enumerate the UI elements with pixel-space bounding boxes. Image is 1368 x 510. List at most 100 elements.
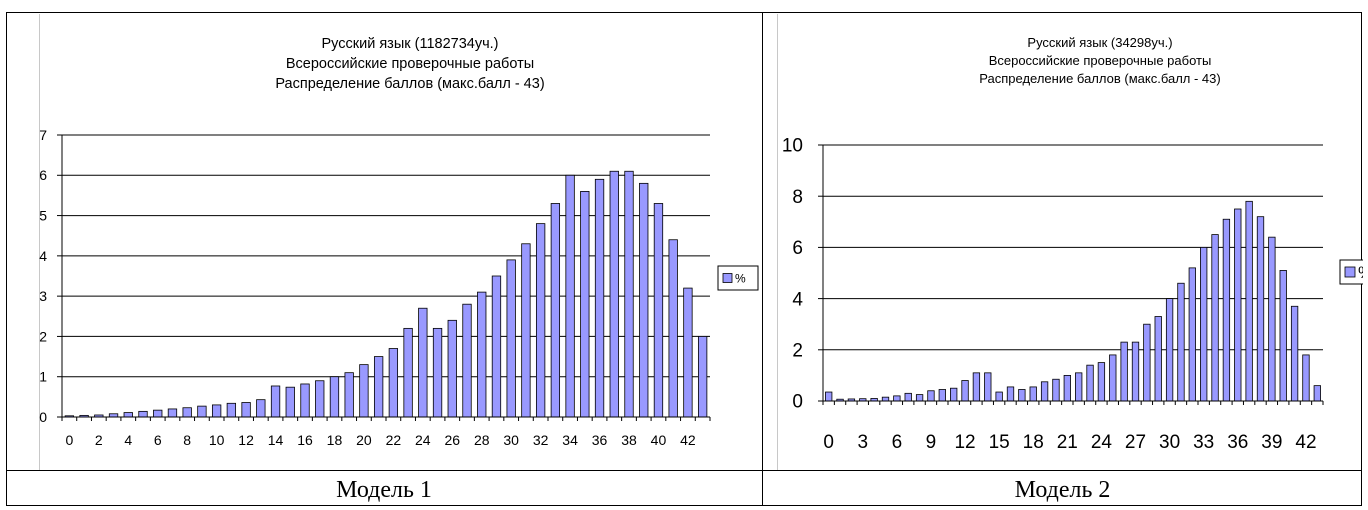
chart-2-x-tick-label: 27: [1125, 432, 1146, 453]
chart-1-bar: [182, 407, 192, 418]
chart-2-y-tick-label: 10: [782, 136, 803, 157]
chart-1-x-tick-label: 24: [415, 432, 431, 448]
chart-1-bar: [491, 275, 502, 418]
chart-1-title-line-1: Русский язык (1182734уч.): [321, 36, 499, 52]
chart-2-x-tick-label: 30: [1159, 432, 1180, 453]
chart-2-x-tick-label: 39: [1261, 432, 1282, 453]
chart-2-title-line-3: Распределение баллов (макс.балл - 43): [979, 71, 1221, 86]
table-frame: [6, 12, 1362, 506]
chart-1-x-tick-label: 10: [209, 432, 225, 448]
chart-1-bar: [447, 319, 457, 418]
chart-2-bar: [1268, 236, 1276, 402]
chart-1-y-tick-label: 7: [39, 127, 47, 143]
chart-1-bar: [653, 203, 664, 418]
chart-1-x-tick-label: 38: [621, 432, 637, 448]
chart-2-bar: [1165, 298, 1174, 402]
chart-1-area-border: [39, 14, 40, 470]
chart-2-bar: [1200, 246, 1208, 402]
chart-2-title-line-1: Русский язык (34298уч.): [1027, 35, 1173, 50]
chart-2-bar: [881, 396, 890, 402]
chart-1-x-tick-label: 8: [183, 432, 191, 448]
chart-2-x-tick-label: 24: [1091, 432, 1113, 453]
chart-2-y-tick-label: 4: [792, 289, 803, 310]
chart-1-x-tick-label: 34: [562, 432, 578, 448]
chart-1-bar: [167, 408, 178, 418]
chart-2-x-tick-label: 21: [1057, 432, 1078, 453]
chart-1-y-tick-label: 6: [39, 167, 47, 183]
chart-2-bar: [915, 394, 924, 402]
column-divider: [762, 12, 763, 506]
chart-1-bar: [241, 402, 251, 418]
chart-2-bar: [1075, 372, 1083, 402]
chart-1-bar: [226, 402, 237, 418]
chart-1-bar: [344, 372, 354, 418]
chart-2-bar: [1290, 305, 1299, 402]
chart-1-bar: [388, 348, 399, 418]
chart-2-x-tick-label: 36: [1227, 432, 1248, 453]
chart-1-y-tick-label: 2: [39, 328, 47, 344]
chart-2-x-tick-label: 9: [926, 432, 937, 453]
caption-model-2: Модель 2: [1014, 477, 1111, 503]
chart-2-bar: [1154, 316, 1162, 402]
chart-2-bar: [972, 372, 981, 402]
chart-1-bar: [521, 243, 531, 418]
chart-2-x-tick-label: 15: [989, 432, 1010, 453]
chart-2-bar: [1097, 362, 1106, 402]
chart-1-bar: [153, 409, 163, 418]
chart-1-bar: [432, 327, 443, 418]
chart-2-bar: [1040, 381, 1049, 402]
chart-2-bar: [1234, 208, 1242, 402]
chart-1-x-tick-label: 40: [651, 432, 667, 448]
chart-1-bar: [418, 307, 428, 418]
chart-1-bar: [403, 327, 413, 418]
chart-1-bar: [697, 336, 708, 418]
chart-2-title: Русский язык (34298уч.) Всероссийские пр…: [850, 34, 1350, 88]
chart-2-bar: [1006, 386, 1015, 402]
chart-1-bar: [609, 170, 619, 418]
chart-2-bar: [1279, 270, 1287, 402]
chart-1-bar: [256, 399, 266, 418]
chart-1-bar: [683, 287, 693, 418]
chart-1-y-tick-label: 5: [39, 207, 47, 223]
chart-1-bar: [462, 303, 472, 418]
chart-2-x-tick-label: 33: [1193, 432, 1214, 453]
chart-1-bar: [624, 170, 634, 418]
chart-1-title-line-2: Всероссийские проверочные работы: [285, 56, 535, 72]
chart-1-bar: [565, 174, 575, 418]
chart-1-bar: [123, 412, 133, 418]
chart-2-x-tick-label: 0: [823, 432, 834, 453]
chart-1-legend-label: %: [735, 271, 746, 285]
chart-2-x-tick-label: 6: [892, 432, 903, 453]
chart-1-y-tick-label: 3: [39, 288, 47, 304]
chart-1-bar: [550, 203, 561, 418]
chart-1-bar: [359, 364, 369, 418]
chart-1-bar: [594, 178, 605, 418]
chart-1-x-tick-label: 28: [474, 432, 490, 448]
chart-2-x-tick-label: 3: [857, 432, 868, 453]
chart-1-legend-swatch: [722, 273, 733, 283]
chart-2-x-tick-label: 18: [1023, 432, 1044, 453]
chart-1-x-tick-label: 4: [124, 432, 132, 448]
chart-1-x-tick-label: 22: [386, 432, 402, 448]
chart-1-bar: [535, 223, 546, 418]
chart-2-bar: [1302, 354, 1310, 402]
chart-1-bar: [506, 259, 516, 418]
chart-1-bar: [138, 410, 148, 418]
chart-2-bar: [1211, 234, 1219, 402]
chart-2-y-tick-label: 2: [792, 340, 803, 361]
chart-1-x-tick-label: 2: [95, 432, 103, 448]
chart-1-bar: [639, 182, 649, 418]
chart-2-bar: [1256, 216, 1265, 402]
chart-1-bar: [373, 356, 384, 418]
chart-1-bar: [211, 404, 222, 418]
chart-2-x-tick-label: 42: [1295, 432, 1316, 453]
chart-1-bar: [197, 405, 207, 418]
chart-2-bar: [1086, 364, 1094, 402]
chart-2-bar: [984, 372, 992, 402]
chart-2-bar: [950, 387, 958, 402]
chart-1-bar: [329, 376, 340, 418]
chart-1-bar: [315, 380, 325, 418]
chart-2-bar: [961, 380, 969, 402]
